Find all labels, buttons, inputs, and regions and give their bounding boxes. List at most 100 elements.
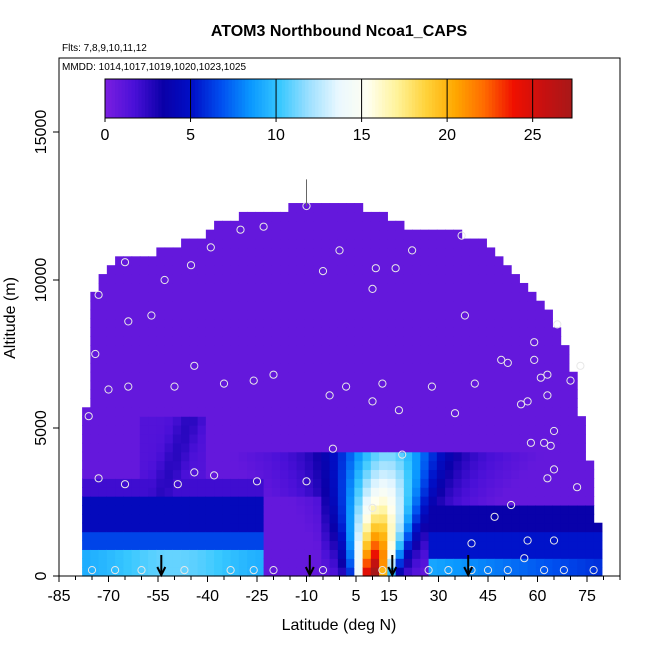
colorbar-segment: [391, 79, 396, 118]
heatmap-cell: [337, 513, 347, 524]
heatmap-cell: [123, 327, 133, 337]
heatmap-cell: [288, 389, 298, 399]
heatmap-cell: [527, 496, 537, 506]
heatmap-cell: [535, 318, 545, 328]
heatmap-cell: [436, 389, 446, 399]
heatmap-cell: [370, 496, 380, 506]
heatmap-cell: [461, 416, 471, 426]
heatmap-cell: [230, 442, 240, 453]
heatmap-cell: [205, 389, 215, 399]
heatmap-cell: [263, 300, 273, 311]
heatmap-cell: [238, 247, 248, 257]
heatmap-cell: [428, 469, 438, 479]
heatmap-cell: [189, 282, 199, 293]
heatmap-cell: [494, 504, 504, 515]
heatmap-cell: [346, 336, 355, 346]
heatmap-cell: [98, 309, 108, 320]
heatmap-cell: [329, 549, 339, 559]
heatmap-cell: [172, 362, 182, 373]
heatmap-cell: [387, 247, 397, 257]
heatmap-cell: [296, 336, 306, 346]
heatmap-cell: [247, 247, 256, 257]
heatmap-cell: [436, 442, 446, 453]
heatmap-cell: [247, 371, 256, 382]
heatmap-cell: [403, 238, 413, 249]
heatmap-cell: [123, 416, 133, 426]
sample-point: [160, 275, 169, 285]
heatmap-cell: [131, 371, 141, 382]
heatmap-cell: [82, 407, 91, 417]
heatmap-cell: [263, 274, 273, 284]
heatmap-cell: [461, 425, 471, 435]
colorbar-segment: [405, 79, 410, 118]
colorbar-segment: [105, 79, 109, 118]
heatmap-cell: [90, 531, 100, 542]
heatmap-cell: [296, 265, 306, 275]
heatmap-cell: [131, 549, 141, 559]
heatmap-cell: [337, 416, 347, 426]
heatmap-cell: [139, 336, 149, 346]
heatmap-cell: [453, 540, 463, 550]
heatmap-cell: [280, 442, 289, 453]
heatmap-cell: [379, 238, 388, 249]
heatmap-cell: [395, 433, 405, 444]
heatmap-cell: [387, 265, 397, 275]
heatmap-cell: [329, 398, 339, 408]
heatmap-cell: [288, 318, 298, 328]
heatmap-cell: [189, 531, 199, 542]
heatmap-cell: [247, 265, 256, 275]
heatmap-cell: [280, 504, 289, 515]
heatmap-cell: [255, 451, 265, 462]
heatmap-cell: [172, 282, 182, 293]
heatmap-cell: [131, 265, 141, 275]
heatmap-cell: [445, 407, 454, 417]
heatmap-cell: [164, 513, 174, 524]
heatmap-cell: [263, 425, 273, 435]
heatmap-cell: [568, 522, 578, 533]
heatmap-cell: [214, 274, 223, 284]
heatmap-cell: [115, 469, 124, 479]
heatmap-cell: [337, 460, 347, 471]
heatmap-cell: [82, 469, 91, 479]
heatmap-cell: [469, 558, 479, 568]
heatmap-cell: [453, 513, 463, 524]
heatmap-cell: [230, 354, 240, 364]
sample-point: [249, 566, 258, 575]
heatmap-cell: [139, 549, 149, 559]
heatmap-cell: [519, 282, 529, 293]
heatmap-cell: [106, 567, 116, 577]
heatmap-cell: [453, 247, 463, 257]
heatmap-cell: [230, 540, 240, 550]
heatmap-cell: [115, 398, 124, 408]
heatmap-cell: [156, 425, 166, 435]
heatmap-cell: [552, 558, 562, 568]
heatmap-cell: [544, 531, 553, 542]
heatmap-cell: [420, 238, 430, 249]
heatmap-cell: [337, 549, 347, 559]
heatmap-cell: [280, 451, 289, 462]
heatmap-cell: [280, 247, 289, 257]
colorbar-segment: [311, 79, 316, 118]
heatmap-cell: [337, 300, 347, 311]
heatmap-cell: [370, 327, 380, 337]
heatmap-cell: [502, 407, 512, 417]
heatmap-cell: [148, 398, 157, 408]
heatmap-cell: [453, 309, 463, 320]
heatmap-cell: [313, 238, 322, 249]
heatmap-cell: [115, 425, 124, 435]
heatmap-cell: [288, 522, 298, 533]
heatmap-cell: [511, 407, 520, 417]
heatmap-cell: [486, 487, 496, 497]
heatmap-cell: [189, 274, 199, 284]
heatmap-cell: [90, 407, 100, 417]
heatmap-cell: [362, 256, 372, 266]
heatmap-cell: [131, 460, 141, 471]
colorbar-segment: [295, 79, 299, 118]
heatmap-cell: [593, 540, 603, 550]
heatmap-cell: [106, 362, 116, 373]
colorbar-segment: [525, 79, 530, 118]
heatmap-cell: [156, 433, 166, 444]
heatmap-cell: [214, 531, 223, 542]
heatmap-cell: [205, 274, 215, 284]
heatmap-cell: [403, 327, 413, 337]
